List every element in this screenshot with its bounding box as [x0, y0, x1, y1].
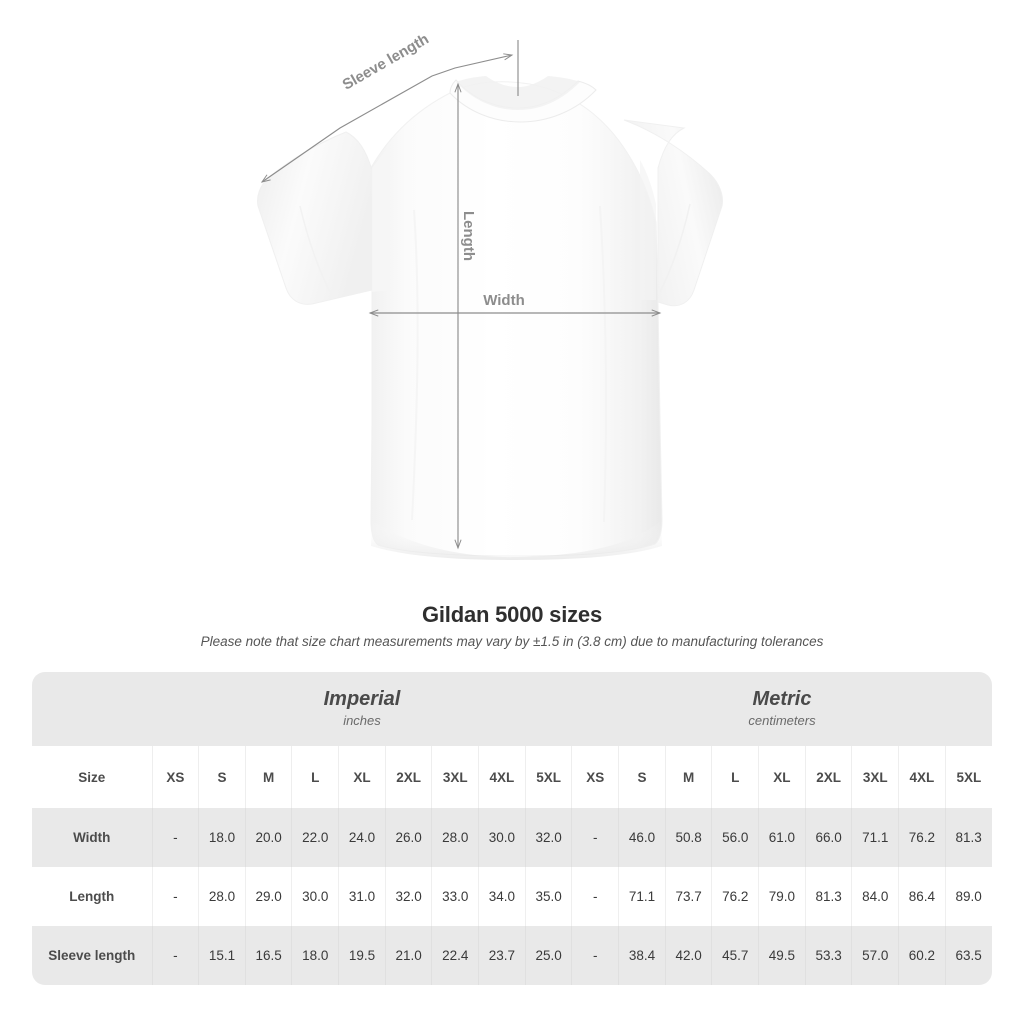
cell-sleeve-length-imperial-3xl: 22.4 — [431, 926, 480, 985]
table-row: Width -18.0 20.0 22.0 24.0 26.0 28.0 30.0 32.0-4… — [32, 808, 992, 867]
tshirt-illustration — [257, 76, 723, 560]
cell-sleeve-length-metric-xl: 49.5 — [758, 926, 806, 985]
cell-width-imperial-xs: - — [152, 808, 200, 867]
size-header-xs-imperial: XS — [152, 746, 200, 808]
size-header-4xl-metric: 4XL — [898, 746, 946, 808]
unit-group-metric: Metric centimeters — [571, 672, 992, 746]
cell-width-metric-xs: - — [571, 808, 620, 867]
size-header-3xl-metric: 3XL — [851, 746, 900, 808]
cell-width-metric-xl: 61.0 — [758, 808, 806, 867]
size-header-xl-metric: XL — [758, 746, 806, 808]
cell-length-imperial-l: 30.0 — [291, 867, 340, 926]
cell-width-imperial-s: 18.0 — [198, 808, 246, 867]
unit-group-unit: inches — [343, 712, 381, 728]
size-header-2xl-imperial: 2XL — [385, 746, 433, 808]
unit-group-name: Imperial — [323, 687, 401, 710]
tolerance-note: Please note that size chart measurements… — [200, 634, 824, 649]
length-label: Length — [460, 211, 477, 261]
table-corner-cell — [32, 672, 152, 746]
cell-length-imperial-4xl: 34.0 — [478, 867, 526, 926]
row-header-length: Length — [32, 867, 153, 926]
cell-width-metric-m: 50.8 — [665, 808, 713, 867]
cell-length-imperial-2xl: 32.0 — [385, 867, 433, 926]
cell-sleeve-length-metric-3xl: 57.0 — [851, 926, 900, 985]
cell-sleeve-length-metric-s: 38.4 — [618, 926, 666, 985]
cell-length-metric-s: 71.1 — [618, 867, 666, 926]
cell-sleeve-length-metric-4xl: 60.2 — [898, 926, 946, 985]
size-header-row: Size XS S M L XL 2XL 3XL 4XL 5XL XS S M L XL 2XL 3XL 4XL 5… — [32, 746, 992, 808]
size-header-s-metric: S — [618, 746, 666, 808]
cell-sleeve-length-metric-m: 42.0 — [665, 926, 713, 985]
cell-sleeve-length-imperial-5xl: 25.0 — [525, 926, 573, 985]
cell-length-imperial-xs: - — [152, 867, 200, 926]
cell-width-imperial-5xl: 32.0 — [525, 808, 573, 867]
cell-length-imperial-s: 28.0 — [198, 867, 246, 926]
size-header-5xl-imperial: 5XL — [525, 746, 573, 808]
cell-length-metric-m: 73.7 — [665, 867, 713, 926]
cell-width-metric-4xl: 76.2 — [898, 808, 946, 867]
size-chart-table: Imperial inches Metric centimeters Size XS S M L… — [32, 672, 992, 985]
cell-sleeve-length-imperial-xl: 19.5 — [338, 926, 386, 985]
cell-width-metric-5xl: 81.3 — [945, 808, 992, 867]
unit-group-imperial: Imperial inches — [152, 672, 572, 746]
cell-sleeve-length-imperial-xs: - — [152, 926, 200, 985]
cell-sleeve-length-imperial-4xl: 23.7 — [478, 926, 526, 985]
size-header-xs-metric: XS — [571, 746, 620, 808]
cell-length-metric-l: 76.2 — [711, 867, 760, 926]
cell-sleeve-length-metric-2xl: 53.3 — [805, 926, 853, 985]
row-header-sleeve-length: Sleeve length — [32, 926, 153, 985]
size-header-l-metric: L — [711, 746, 760, 808]
cell-sleeve-length-imperial-l: 18.0 — [291, 926, 340, 985]
size-header-2xl-metric: 2XL — [805, 746, 853, 808]
size-header-l-imperial: L — [291, 746, 340, 808]
cell-width-imperial-3xl: 28.0 — [431, 808, 480, 867]
cell-width-imperial-2xl: 26.0 — [385, 808, 433, 867]
width-annotation: Width — [368, 292, 662, 317]
cell-width-imperial-4xl: 30.0 — [478, 808, 526, 867]
cell-length-metric-xs: - — [571, 867, 620, 926]
size-header-s-imperial: S — [198, 746, 246, 808]
cell-width-metric-l: 56.0 — [711, 808, 760, 867]
size-column-header: Size — [32, 746, 153, 808]
size-header-4xl-imperial: 4XL — [478, 746, 526, 808]
cell-width-metric-s: 46.0 — [618, 808, 666, 867]
width-label: Width — [483, 292, 525, 309]
page-title: Gildan 5000 sizes — [421, 602, 603, 627]
row-header-width: Width — [32, 808, 153, 867]
cell-length-metric-xl: 79.0 — [758, 867, 806, 926]
cell-sleeve-length-imperial-s: 15.1 — [198, 926, 246, 985]
size-header-m-imperial: M — [245, 746, 293, 808]
unit-group-unit: centimeters — [748, 712, 816, 728]
cell-sleeve-length-metric-5xl: 63.5 — [945, 926, 992, 985]
size-header-3xl-imperial: 3XL — [431, 746, 480, 808]
cell-length-metric-5xl: 89.0 — [945, 867, 992, 926]
cell-sleeve-length-metric-xs: - — [571, 926, 620, 985]
table-row: Length -28.0 29.0 30.0 31.0 32.0 33.0 34.0 35.0-… — [32, 867, 992, 926]
cell-length-imperial-xl: 31.0 — [338, 867, 386, 926]
cell-length-metric-3xl: 84.0 — [851, 867, 900, 926]
tshirt-measurement-diagram: Sleeve length Length Width — [257, 31, 723, 560]
cell-sleeve-length-metric-l: 45.7 — [711, 926, 760, 985]
size-header-m-metric: M — [665, 746, 713, 808]
table-row: Sleeve length -15.1 16.5 18.0 19.5 21.0 22.4 23… — [32, 926, 992, 985]
size-header-xl-imperial: XL — [338, 746, 386, 808]
cell-length-metric-2xl: 81.3 — [805, 867, 853, 926]
cell-length-metric-4xl: 86.4 — [898, 867, 946, 926]
unit-group-name: Metric — [752, 687, 812, 710]
cell-width-imperial-l: 22.0 — [291, 808, 340, 867]
cell-sleeve-length-imperial-2xl: 21.0 — [385, 926, 433, 985]
cell-length-imperial-5xl: 35.0 — [525, 867, 573, 926]
size-header-5xl-metric: 5XL — [945, 746, 992, 808]
cell-sleeve-length-imperial-m: 16.5 — [245, 926, 293, 985]
cell-length-imperial-m: 29.0 — [245, 867, 293, 926]
cell-length-imperial-3xl: 33.0 — [431, 867, 480, 926]
unit-group-header-row: Imperial inches Metric centimeters — [32, 672, 992, 746]
cell-width-imperial-m: 20.0 — [245, 808, 293, 867]
cell-width-metric-2xl: 66.0 — [805, 808, 853, 867]
cell-width-imperial-xl: 24.0 — [338, 808, 386, 867]
cell-width-metric-3xl: 71.1 — [851, 808, 900, 867]
